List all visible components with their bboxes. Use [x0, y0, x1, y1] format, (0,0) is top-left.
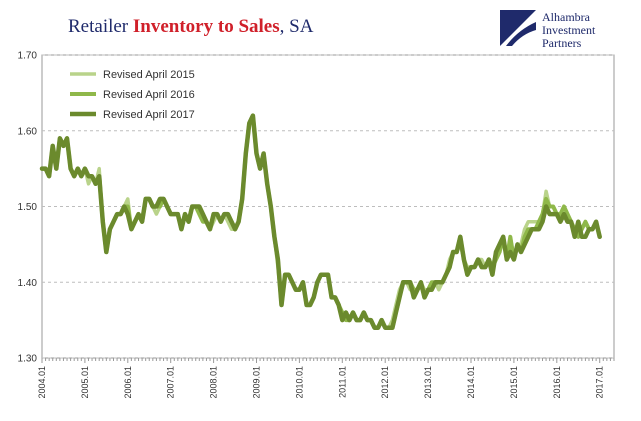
y-tick-label: 1.50 [18, 202, 38, 213]
x-tick-label: 2017.01 [595, 366, 605, 399]
x-tick-label: 2015.01 [509, 366, 519, 399]
logo-line-3: Partners [542, 36, 582, 50]
legend-label: Revised April 2016 [103, 89, 195, 101]
x-tick-label: 2014.01 [466, 366, 476, 399]
y-tick-label: 1.70 [18, 51, 38, 62]
x-tick-label: 2008.01 [209, 366, 219, 399]
logo-line-1: Alhambra [542, 10, 591, 24]
title-part-3: , SA [280, 16, 314, 37]
x-tick-label: 2012.01 [380, 366, 390, 399]
x-tick-label: 2006.01 [123, 366, 133, 399]
logo-mark-icon [500, 10, 536, 46]
x-tick-label: 2004.01 [37, 366, 47, 399]
y-tick-label: 1.60 [18, 126, 38, 137]
x-tick-label: 2016.01 [552, 366, 562, 399]
y-tick-label: 1.40 [18, 278, 38, 289]
series-line-3 [39, 113, 602, 330]
x-tick-label: 2005.01 [80, 366, 90, 399]
legend: Revised April 2015 Revised April 2016 Revi… [70, 69, 195, 121]
legend-label: Revised April 2015 [103, 69, 195, 81]
series-lines [39, 113, 602, 330]
logo: Alhambra Investment Partners [500, 10, 596, 50]
legend-label: Revised April 2017 [103, 109, 195, 121]
chart-title: Retailer Inventory to Sales, SA [68, 16, 314, 37]
title-part-2: Inventory to Sales [133, 16, 280, 37]
y-axis-ticks: 1.30 1.40 1.50 1.60 1.70 [18, 51, 38, 365]
title-part-1: Retailer [68, 16, 133, 37]
x-tick-label: 2009.01 [252, 366, 262, 399]
logo-line-2: Investment [542, 23, 596, 37]
x-tick-label: 2010.01 [294, 366, 304, 399]
x-axis-ticks: 2004.01 2005.01 2006.01 2007.01 2008.01 2009.… [37, 358, 615, 399]
grid-lines [42, 54, 614, 359]
x-tick-label: 2011.01 [337, 366, 347, 398]
x-tick-label: 2013.01 [423, 366, 433, 399]
y-tick-label: 1.30 [18, 354, 38, 365]
x-tick-label: 2007.01 [166, 366, 176, 399]
